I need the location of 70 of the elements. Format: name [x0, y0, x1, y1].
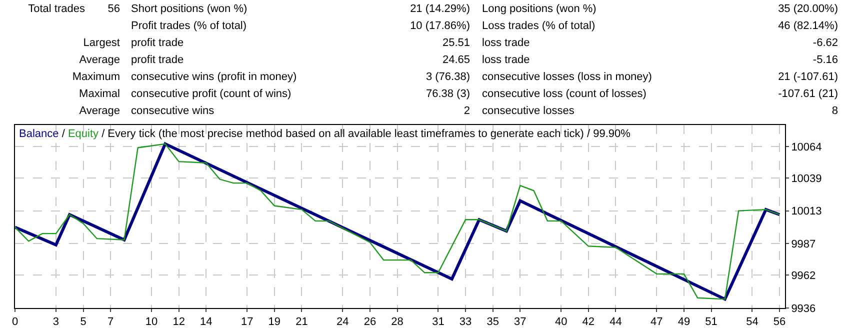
- x-tick-label: 17: [240, 316, 254, 328]
- text: 35 (20.00%): [778, 3, 838, 16]
- text: Largest: [83, 37, 120, 50]
- x-tick-label: 35: [486, 316, 499, 328]
- x-tick-label: 21: [296, 316, 308, 328]
- x-tick-label: 31: [432, 316, 444, 328]
- text: 3 (76.38): [426, 71, 470, 84]
- text: consecutive profit (count of wins): [131, 88, 292, 101]
- text: 21 (14.29%): [410, 3, 470, 16]
- x-tick-label: 54: [746, 316, 758, 328]
- x-tick-label: 37: [514, 316, 526, 328]
- x-tick-label: 0: [12, 316, 18, 328]
- x-tick-label: 44: [610, 316, 622, 328]
- text: loss trade: [482, 54, 530, 67]
- text: profit trade: [131, 37, 184, 50]
- x-tick-label: 33: [459, 316, 472, 328]
- text: 56: [108, 3, 120, 16]
- text: Maximal: [79, 88, 120, 101]
- text: loss trade: [482, 37, 530, 50]
- text: consecutive loss (count of losses): [482, 88, 646, 101]
- x-tick-label: 56: [773, 316, 786, 328]
- text: Long positions (won %): [482, 3, 596, 16]
- y-tick-label: 9936: [791, 302, 816, 315]
- text: -6.62: [812, 37, 838, 50]
- text: Loss trades (% of total): [482, 20, 596, 33]
- text: consecutive losses (loss in money): [482, 71, 652, 84]
- x-tick-label: 40: [554, 316, 568, 328]
- text: Short positions (won %): [131, 3, 248, 16]
- text: 25.51: [442, 37, 470, 50]
- text: consecutive wins (profit in money): [131, 71, 297, 84]
- text: 8: [832, 105, 838, 118]
- x-tick-label: 19: [268, 316, 281, 328]
- text: Balance: [19, 128, 59, 140]
- y-tick-label: 9987: [791, 238, 816, 250]
- x-tick-label: 10: [145, 316, 158, 328]
- x-tick-label: 12: [172, 316, 185, 328]
- text: -107.61 (21): [778, 88, 838, 101]
- x-tick-label: 28: [391, 316, 404, 328]
- x-tick-label: 14: [200, 316, 212, 328]
- text: 46 (82.14%): [778, 20, 838, 33]
- x-tick-label: 24: [336, 316, 349, 328]
- y-tick-label: 10013: [791, 206, 822, 218]
- text: 24.65: [442, 54, 470, 67]
- text: Average: [79, 54, 120, 67]
- text: Profit trades (% of total): [131, 20, 247, 33]
- text: 10 (17.86%): [410, 20, 470, 33]
- x-tick-label: 47: [650, 316, 663, 328]
- y-tick-label: 9962: [791, 270, 816, 282]
- text: Maximum: [72, 71, 120, 84]
- x-tick-label: 49: [678, 316, 690, 328]
- x-tick-label: 51: [705, 316, 718, 328]
- x-tick-label: 42: [582, 316, 595, 328]
- y-tick-label: 10039: [791, 172, 822, 185]
- text: Total trades: [28, 3, 85, 16]
- x-tick-label: 5: [80, 316, 86, 328]
- text: Equity: [68, 128, 100, 140]
- x-tick-label: 3: [52, 316, 60, 328]
- text: profit trade: [131, 54, 184, 67]
- text: -5.16: [812, 54, 838, 67]
- text: Average: [79, 105, 120, 118]
- text: consecutive wins: [131, 105, 214, 118]
- x-tick-label: 26: [364, 316, 376, 328]
- x-tick-label: 7: [108, 316, 114, 328]
- text: / Every tick (the most precise method based on all available least timeframes to generate each tick) / 99.90%: [102, 128, 630, 140]
- text: 76.38 (3): [426, 88, 470, 101]
- text: consecutive losses: [482, 105, 574, 118]
- text: 2: [464, 105, 470, 118]
- y-tick-label: 10064: [791, 141, 822, 154]
- annotation: /: [62, 128, 65, 140]
- text: 21 (-107.61): [778, 71, 838, 84]
